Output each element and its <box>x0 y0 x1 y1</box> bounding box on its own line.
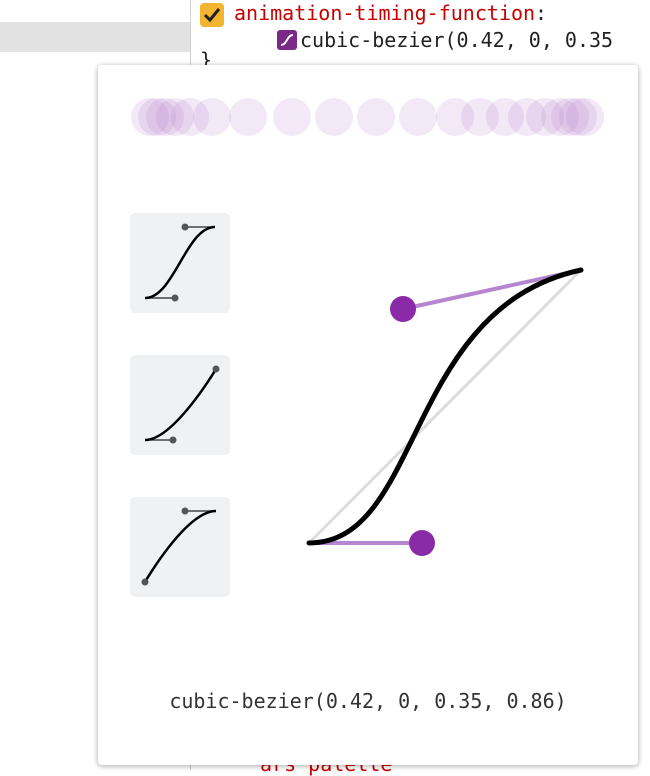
curve-editor <box>306 267 584 556</box>
preview-dot <box>508 98 546 136</box>
preview-dot <box>566 98 604 136</box>
preview-dot <box>193 98 231 136</box>
bezier-curve <box>306 267 584 546</box>
preview-dot <box>315 98 353 136</box>
selected-row <box>0 22 190 52</box>
animation-preview <box>131 98 604 136</box>
bezier-label: cubic-bezier(0.42, 0, 0.35, 0.86) <box>169 689 566 713</box>
preview-dot <box>526 98 564 136</box>
swatch-icon <box>280 34 294 46</box>
preview-dot <box>541 98 579 136</box>
property-value[interactable]: cubic-bezier(0.42, 0, 0.35 <box>300 28 614 52</box>
preset-ease-out[interactable] <box>130 497 230 597</box>
preview-dot <box>486 98 524 136</box>
preview-dot <box>461 98 499 136</box>
property-name[interactable]: animation-timing-function <box>234 1 536 25</box>
preview-dot <box>551 98 589 136</box>
preview-dot <box>559 98 597 136</box>
checkbox[interactable] <box>200 3 224 27</box>
control-point[interactable] <box>390 296 416 322</box>
control-point[interactable] <box>409 530 435 556</box>
preview-dot <box>229 98 267 136</box>
preview-dot <box>138 98 176 136</box>
preview-dot <box>156 98 194 136</box>
preview-dot <box>273 98 311 136</box>
preview-dot <box>357 98 395 136</box>
preview-dot <box>131 98 169 136</box>
bezier-editor: cubic-bezier(0.42, 0, 0.35, 0.86) <box>130 98 604 713</box>
bezier-swatch[interactable] <box>277 30 297 50</box>
colon: : <box>535 1 548 25</box>
check-icon <box>203 8 221 23</box>
preview-dot <box>146 98 184 136</box>
preview-dot <box>436 98 474 136</box>
bezier-popup: cubic-bezier(0.42, 0, 0.35, 0.86) <box>98 65 638 765</box>
linear-guide <box>307 268 583 545</box>
property-line: animation-timing-function: <box>234 1 547 25</box>
preset-ease-in[interactable] <box>130 355 230 455</box>
preview-dot <box>399 98 437 136</box>
preview-dot <box>171 98 209 136</box>
preset-ease-in-out[interactable] <box>130 213 230 313</box>
